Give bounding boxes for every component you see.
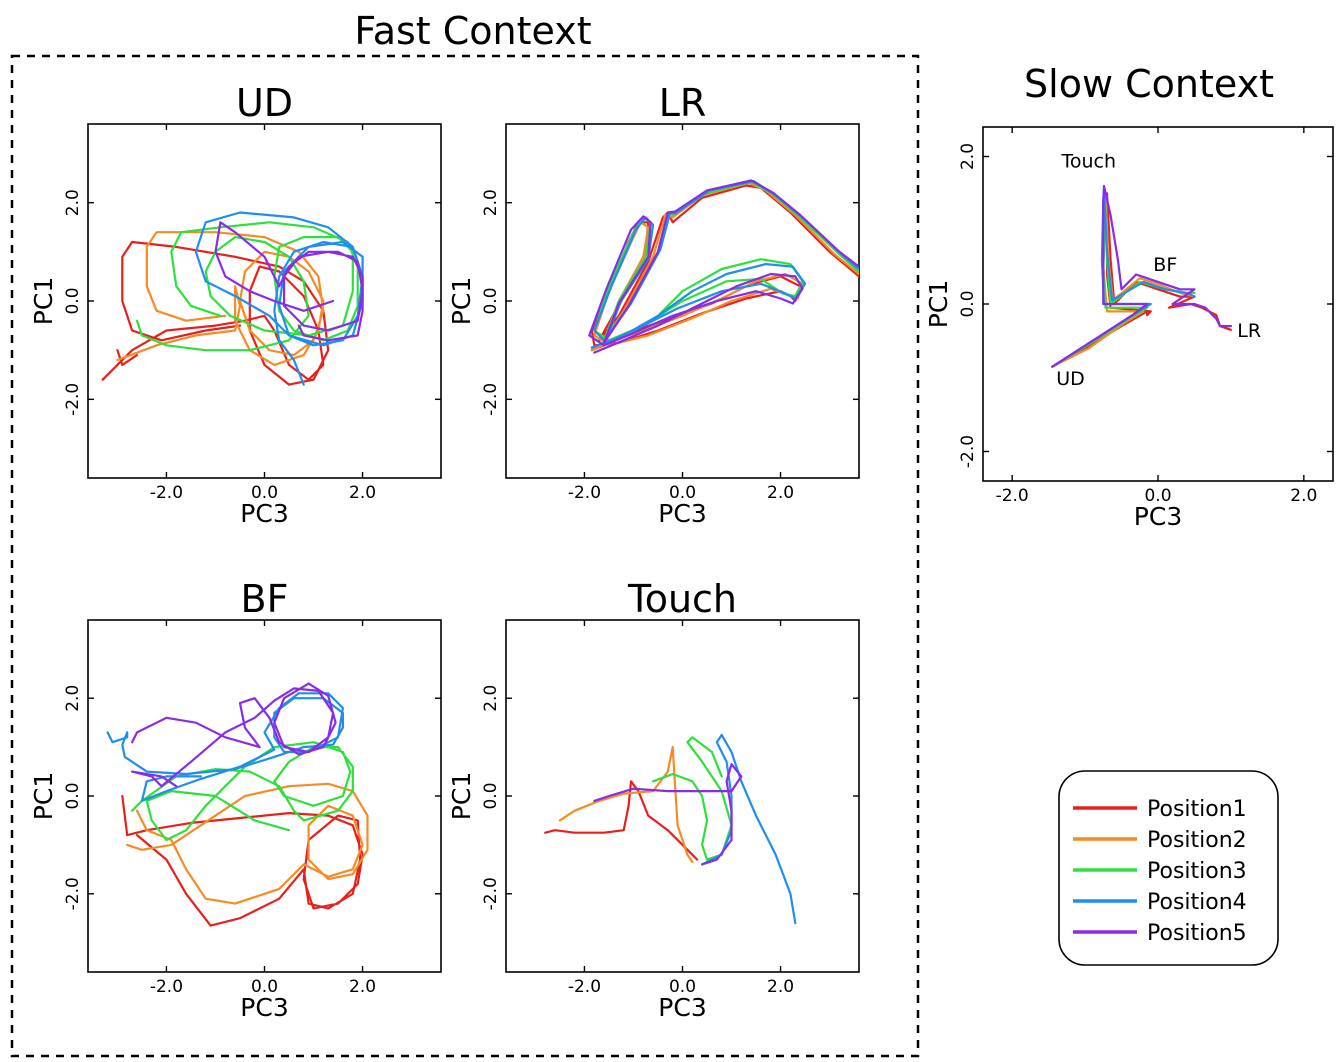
- legend-label: Position4: [1147, 890, 1247, 915]
- x-axis-label: PC3: [1134, 502, 1182, 531]
- series-line: [590, 179, 859, 349]
- x-tick-label: -2.0: [996, 486, 1029, 506]
- x-axis-label: PC3: [240, 993, 288, 1022]
- series-line: [131, 682, 337, 788]
- panel-title: LR: [659, 81, 707, 125]
- y-axis-label: PC1: [29, 772, 58, 820]
- fast-context-title: Fast Context: [354, 9, 591, 53]
- series-group: [106, 682, 369, 927]
- x-tick-label: 0.0: [251, 977, 278, 997]
- series-group: [544, 733, 797, 925]
- x-tick-label: -2.0: [150, 483, 183, 503]
- series-line: [1051, 192, 1196, 368]
- annotation-label: Touch: [1060, 151, 1116, 173]
- y-tick-label: 2.0: [63, 189, 83, 216]
- series-line: [1051, 192, 1232, 368]
- y-tick-label: 2.0: [958, 143, 978, 170]
- panel-title: UD: [236, 81, 293, 125]
- series-line: [590, 180, 859, 349]
- x-tick-label: -2.0: [568, 483, 601, 503]
- series-line: [116, 231, 325, 366]
- series-line: [593, 763, 743, 866]
- chart-panel-slow-context: -2.0 0.0 2.0 -2.0 0.0 2.0 PC3 PC1 Touch BF LR UD: [924, 126, 1334, 531]
- plot-frame: [87, 619, 442, 973]
- legend-label: Position5: [1147, 921, 1247, 946]
- x-tick-label: 2.0: [767, 483, 794, 503]
- series-line: [126, 782, 369, 905]
- series-group: [101, 211, 364, 386]
- series-line: [590, 181, 859, 352]
- annotation-label: LR: [1237, 320, 1261, 342]
- series-group: [1051, 184, 1232, 368]
- plot-frame: [982, 126, 1334, 482]
- y-tick-label: 2.0: [481, 189, 501, 216]
- x-axis-label: PC3: [240, 499, 288, 528]
- y-tick-label: -2.0: [481, 877, 501, 910]
- y-axis-label: PC1: [447, 277, 476, 325]
- series-line: [135, 221, 359, 352]
- y-tick-label: -2.0: [63, 383, 83, 416]
- y-tick-label: 0.0: [63, 287, 83, 314]
- x-axis-label: PC3: [658, 993, 706, 1022]
- x-tick-label: -2.0: [150, 977, 183, 997]
- y-tick-label: 0.0: [63, 782, 83, 809]
- chart-panel-bf: -2.0 0.0 2.0 -2.0 0.0 2.0 PC3 PC1 BF: [29, 577, 442, 1022]
- plot-frame: [87, 123, 442, 479]
- series-line: [1051, 188, 1196, 368]
- series-line: [214, 221, 364, 342]
- x-tick-label: 0.0: [251, 483, 278, 503]
- annotation-label: BF: [1153, 254, 1177, 276]
- legend-label: Position3: [1147, 859, 1247, 884]
- y-tick-label: -2.0: [958, 435, 978, 468]
- y-tick-label: 0.0: [481, 782, 501, 809]
- x-tick-label: -2.0: [568, 977, 601, 997]
- series-line: [131, 741, 354, 842]
- panel-title: BF: [241, 577, 289, 621]
- legend-label: Position2: [1147, 828, 1247, 853]
- plot-frame: [505, 619, 860, 973]
- x-tick-label: 2.0: [349, 483, 376, 503]
- y-axis-label: PC1: [447, 772, 476, 820]
- legend-box: [1058, 770, 1279, 966]
- series-line: [652, 736, 733, 861]
- series-line: [588, 179, 859, 354]
- y-tick-label: -2.0: [63, 877, 83, 910]
- x-tick-label: 2.0: [349, 977, 376, 997]
- x-tick-label: 2.0: [1290, 486, 1317, 506]
- panel-title: Touch: [627, 577, 737, 621]
- x-tick-label: 0.0: [1144, 486, 1171, 506]
- y-tick-label: 0.0: [958, 290, 978, 317]
- fast-context-box: [10, 54, 920, 1058]
- chart-panel-touch: -2.0 0.0 2.0 -2.0 0.0 2.0 PC3 PC1 Touch: [447, 577, 860, 1022]
- series-line: [1051, 184, 1232, 368]
- legend: Position1 Position2 Position3 Position4 Posi…: [1058, 770, 1279, 966]
- y-tick-label: -2.0: [481, 383, 501, 416]
- y-axis-label: PC1: [924, 280, 953, 328]
- y-tick-label: 2.0: [63, 685, 83, 712]
- series-line: [1051, 192, 1196, 368]
- x-tick-label: 2.0: [767, 977, 794, 997]
- series-line: [116, 349, 139, 366]
- annotation-label: UD: [1056, 368, 1085, 390]
- x-axis-label: PC3: [658, 499, 706, 528]
- y-tick-label: 2.0: [481, 685, 501, 712]
- series-group: [588, 179, 859, 354]
- x-tick-label: 0.0: [669, 483, 696, 503]
- series-line: [558, 746, 694, 864]
- chart-panel-ud: -2.0 0.0 2.0 -2.0 0.0 2.0 PC3 PC1 UD: [29, 81, 442, 528]
- x-tick-label: 0.0: [669, 977, 696, 997]
- y-axis-label: PC1: [29, 277, 58, 325]
- legend-label: Position1: [1147, 797, 1247, 822]
- slow-context-title: Slow Context: [1024, 62, 1274, 106]
- series-line: [121, 794, 364, 927]
- y-tick-label: 0.0: [481, 287, 501, 314]
- chart-panel-lr: -2.0 0.0 2.0 -2.0 0.0 2.0 PC3 PC1 LR: [447, 81, 860, 528]
- series-line: [194, 211, 364, 386]
